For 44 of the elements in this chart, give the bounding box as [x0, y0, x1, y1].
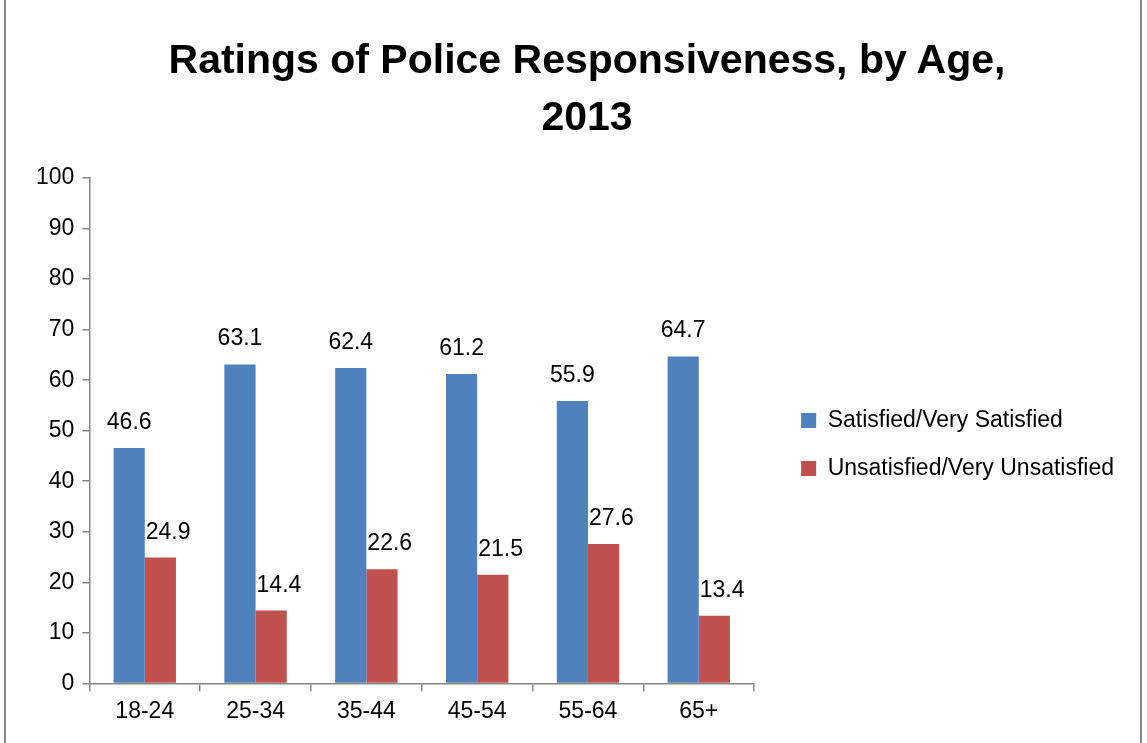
- bar: [366, 569, 398, 683]
- data-label: 21.5: [478, 534, 523, 561]
- y-tick-label: 90: [48, 213, 75, 240]
- legend-label: Unsatisfied/Very Unsatisfied: [827, 453, 1114, 480]
- data-label: 64.7: [660, 316, 706, 343]
- y-tick-label: 0: [61, 668, 75, 695]
- bar: [144, 557, 176, 683]
- data-label: 61.2: [439, 334, 484, 361]
- data-label: 22.6: [367, 529, 413, 556]
- data-label: 14.4: [256, 570, 302, 597]
- bar: [445, 374, 478, 683]
- bar: [587, 543, 620, 683]
- x-tick-label: 18-24: [115, 696, 175, 723]
- bar: [556, 400, 588, 683]
- y-tick-label: 30: [48, 517, 75, 544]
- data-label: 62.4: [328, 328, 374, 355]
- x-tick-label: 55-64: [558, 696, 618, 723]
- data-label: 63.1: [217, 324, 263, 351]
- x-tick-label: 45-54: [447, 696, 507, 723]
- bar: [698, 615, 730, 683]
- data-label: 46.6: [106, 407, 152, 434]
- chart-title: Ratings of Police Responsiveness, by Age, 2013: [167, 35, 1007, 141]
- bar: [224, 364, 256, 683]
- y-tick-label: 100: [36, 163, 75, 190]
- y-tick-label: 40: [48, 466, 75, 493]
- data-label: 13.4: [699, 575, 745, 602]
- legend-label: Satisfied/Very Satisfied: [827, 405, 1063, 432]
- x-tick-label: 25-34: [226, 696, 286, 723]
- y-tick-label: 10: [48, 618, 75, 645]
- bar: [255, 610, 287, 683]
- y-tick-label: 60: [48, 365, 75, 392]
- y-tick-label: 80: [48, 264, 75, 291]
- bar: [667, 356, 699, 683]
- data-label: 55.9: [549, 360, 595, 387]
- x-tick-label: 35-44: [336, 696, 396, 723]
- y-tick-label: 20: [48, 567, 75, 594]
- bar: [477, 574, 509, 683]
- bar: [113, 447, 145, 683]
- data-label: 24.9: [145, 517, 191, 544]
- bar: [335, 368, 367, 683]
- data-label: 27.6: [588, 503, 634, 530]
- y-tick-label: 50: [48, 416, 75, 443]
- x-tick-label: 65+: [679, 696, 719, 723]
- y-tick-label: 70: [48, 314, 75, 341]
